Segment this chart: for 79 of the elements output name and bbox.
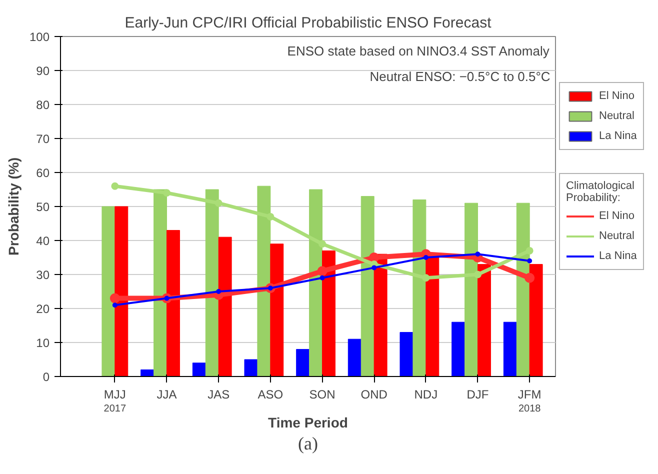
bar — [426, 257, 440, 376]
y-tick-label: 90 — [36, 64, 50, 78]
bar — [296, 349, 310, 376]
y-tick-label: 60 — [36, 166, 50, 180]
point — [318, 240, 326, 248]
y-tick-label: 70 — [36, 132, 50, 146]
text: (a) — [298, 434, 318, 454]
point — [527, 258, 532, 264]
point — [266, 212, 274, 220]
bar — [166, 230, 180, 376]
point — [112, 302, 118, 308]
bar — [464, 202, 478, 376]
bar — [478, 264, 491, 376]
bar — [102, 206, 116, 376]
point — [372, 265, 377, 270]
x-tick-label: JAS — [208, 388, 230, 402]
point — [475, 252, 480, 257]
bar — [114, 206, 128, 376]
bar — [374, 254, 388, 376]
y-tick-label: 30 — [36, 268, 50, 282]
point — [423, 255, 428, 260]
legend-label: El Nino — [599, 89, 634, 103]
bar — [270, 244, 284, 376]
point — [526, 246, 534, 254]
bar — [348, 338, 362, 376]
y-tick-label: 80 — [36, 98, 50, 112]
legend-label: La Nina — [599, 129, 637, 143]
x-tick-label: DJF — [466, 388, 489, 402]
x-tick-label: ASO — [258, 388, 284, 402]
point — [524, 272, 535, 283]
y-tick-label: 40 — [36, 234, 50, 248]
bar — [400, 332, 414, 376]
x-axis-title: Time Period — [268, 414, 348, 430]
annotation: ENSO state based on NINO3.4 SST Anomaly — [287, 43, 550, 58]
legend-label: La Nina — [599, 249, 637, 263]
text: 2017 — [104, 404, 126, 414]
point — [422, 274, 430, 282]
bar — [529, 264, 543, 376]
bar — [503, 322, 517, 376]
point — [163, 189, 171, 197]
legend-label: El Nino — [599, 209, 634, 223]
chart-title: Early-Jun CPC/IRI Official Probabilistic ENSO Forecast — [124, 14, 492, 32]
point — [110, 293, 120, 304]
point — [111, 182, 119, 190]
y-axis-title: Probability (%) — [5, 157, 22, 256]
x-tick-label: NDJ — [414, 388, 438, 402]
point — [216, 289, 222, 294]
legend-title: Climatological Probability: — [566, 180, 636, 204]
x-tick-label: OND — [360, 388, 388, 402]
bar — [257, 186, 271, 376]
point — [214, 199, 222, 207]
y-tick-label: 20 — [36, 302, 50, 316]
bar — [205, 189, 219, 376]
bar — [322, 250, 336, 376]
bar — [218, 236, 232, 376]
x-tick-label: JJA — [156, 388, 177, 402]
legend-label: Neutral — [599, 109, 634, 123]
bar — [452, 322, 466, 376]
bar — [244, 359, 258, 376]
y-tick-label: 10 — [36, 336, 50, 350]
y-tick-label: 50 — [36, 200, 50, 214]
bar — [154, 189, 168, 376]
bar — [412, 199, 426, 376]
point — [474, 270, 482, 278]
point — [369, 252, 380, 262]
bar — [309, 189, 323, 376]
y-tick-label: 100 — [29, 30, 50, 44]
y-tick-label: 0 — [42, 370, 50, 384]
point — [320, 275, 325, 280]
annotation: Neutral ENSO: −0.5°C to 0.5°C — [370, 68, 550, 84]
text: 2018 — [518, 404, 542, 414]
x-tick-label: MJJ — [104, 388, 126, 402]
bar — [192, 362, 206, 376]
bar — [516, 202, 530, 376]
x-tick-label: JFM — [518, 388, 542, 402]
bar — [360, 196, 374, 376]
legend-label: Neutral — [599, 229, 634, 243]
x-tick-label: SON — [309, 388, 336, 402]
point — [317, 266, 328, 276]
